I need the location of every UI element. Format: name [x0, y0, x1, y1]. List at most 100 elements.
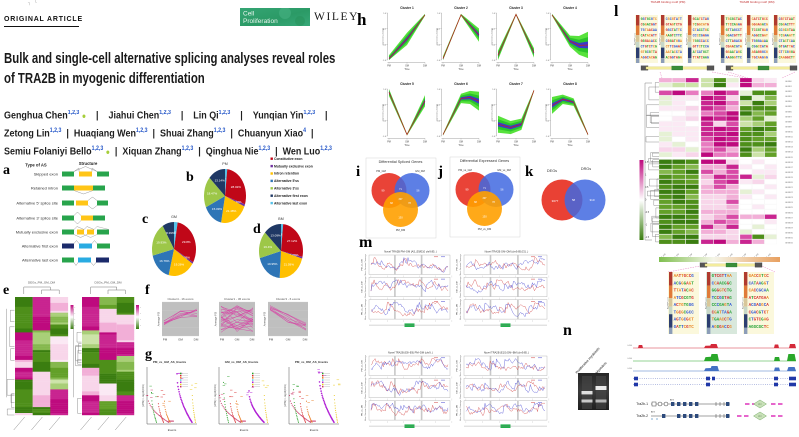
svg-text:•: •: [75, 325, 76, 327]
svg-text:CCCCGAGA: CCCCGAGA: [693, 35, 710, 39]
svg-text:0.5: 0.5: [492, 29, 495, 31]
svg-text:0-500: 0-500: [627, 368, 632, 370]
svg-text:CTTAGACG: CTTAGACG: [726, 40, 742, 44]
svg-text:GM: GM: [514, 141, 518, 144]
svg-text:56: 56: [501, 188, 504, 192]
svg-text:DM: DM: [586, 65, 590, 68]
svg-text:CTTCGAAC: CTTCGAAC: [666, 46, 682, 50]
svg-text:|dPSI| × -log10(FDR): |dPSI| × -log10(FDR): [214, 384, 217, 407]
svg-text:CTGTCGAG: CTGTCGAG: [749, 319, 770, 323]
svg-text:expression_change: expression_change: [437, 103, 439, 121]
svg-text:Structure: Structure: [79, 161, 98, 166]
svg-text:PM_vs_GM: PM_vs_GM: [362, 360, 364, 372]
svg-text:GGCTATTC: GGCTATTC: [666, 29, 682, 33]
svg-text:PM_vs_DM: PM_vs_DM: [362, 304, 364, 315]
svg-text:|: |: [371, 320, 372, 322]
svg-text:GM: GM: [568, 141, 572, 144]
svg-text:ACGGTAGA: ACGGTAGA: [666, 57, 683, 61]
svg-text:99: 99: [382, 189, 385, 193]
svg-text:PM_vs_DM: PM_vs_DM: [457, 405, 459, 416]
svg-text:CCGCGTAA: CCGCGTAA: [779, 29, 796, 33]
svg-text:|: |: [419, 421, 420, 423]
svg-text:|: |: [549, 276, 550, 278]
svg-text:16.4%: 16.4%: [264, 245, 273, 249]
svg-text:AspSNP score: AspSNP score: [705, 297, 708, 309]
svg-text:expression_change: expression_change: [492, 27, 494, 45]
svg-text:-1.0: -1.0: [383, 60, 386, 62]
svg-text:GM_DM: GM_DM: [415, 169, 425, 173]
svg-text:PM_rep: PM_rep: [701, 252, 709, 260]
svg-text:1: 1: [645, 174, 647, 177]
svg-text:GENE13: GENE13: [785, 147, 794, 149]
svg-text:Events: Events: [240, 428, 249, 432]
svg-text:GM: GM: [178, 338, 183, 342]
svg-text:Alternative 3' splice site: Alternative 3' splice site: [16, 216, 58, 221]
svg-text:DM: DM: [532, 141, 536, 144]
svg-text:Novel TRA2B GM–DM (chr9:85,031: Novel TRA2B GM–DM (chr9:85,031..): [485, 250, 529, 254]
svg-text:310: 310: [589, 198, 594, 202]
svg-text:PM: PM: [269, 338, 274, 342]
svg-text:Cluster 2: Cluster 2: [454, 6, 468, 10]
svg-text:307: 307: [483, 197, 488, 200]
svg-text:GENE29: GENE29: [785, 227, 794, 229]
svg-text:GACCGTCC: GACCGTCC: [749, 275, 770, 279]
svg-text:expression_change: expression_change: [492, 103, 494, 121]
svg-text:CGGACGGT: CGGACGGT: [641, 24, 657, 28]
svg-text:56: 56: [417, 189, 420, 193]
svg-text:0.5: 0.5: [546, 29, 549, 31]
svg-text:TCCGGTAG: TCCGGTAG: [712, 297, 733, 301]
svg-text:0.0: 0.0: [546, 44, 549, 46]
svg-text:1.09%: 1.09%: [181, 256, 190, 260]
svg-text:GENE23: GENE23: [785, 197, 794, 199]
svg-text:AGGCGCTC: AGGCGCTC: [749, 326, 770, 330]
svg-text:1.0: 1.0: [437, 89, 440, 91]
svg-text:DM: DM: [586, 141, 590, 144]
svg-text:PM: PM: [220, 338, 225, 342]
svg-text:TRA2B binding motif (DM): TRA2B binding motif (DM): [739, 0, 774, 4]
svg-text:CGCGTATT: CGCGTATT: [666, 18, 682, 22]
svg-text:GENE22: GENE22: [785, 192, 794, 194]
svg-text:GM_vs_DM: GM_vs_DM: [457, 281, 459, 293]
svg-text:Average PSI: Average PSI: [157, 311, 161, 326]
svg-text:PM_rep: PM_rep: [740, 252, 748, 260]
svg-text:|dPSI| × -log10(FDR): |dPSI| × -log10(FDR): [284, 384, 287, 407]
svg-text:19.26%: 19.26%: [174, 263, 185, 267]
svg-text:Time: Time: [567, 144, 573, 147]
svg-text:GM: GM: [235, 338, 240, 342]
svg-text:PM: PM: [441, 141, 445, 144]
svg-text:PM_rep: PM_rep: [714, 252, 722, 260]
svg-text:PM: PM: [387, 141, 391, 144]
svg-text:CGACGTCT: CGACGTCT: [749, 311, 770, 315]
svg-text:GTCGTTAA: GTCGTTAA: [712, 275, 733, 279]
svg-text:27.12%: 27.12%: [287, 239, 298, 243]
svg-text:expression_change: expression_change: [437, 27, 439, 45]
svg-text:CTTCGGGA: CTTCGGGA: [779, 51, 796, 55]
svg-text:GM: GM: [459, 65, 463, 68]
svg-text:Cluster1 - 36 exons: Cluster1 - 36 exons: [224, 297, 251, 301]
svg-text:0.0: 0.0: [437, 44, 440, 46]
svg-text:0.5: 0.5: [546, 105, 549, 107]
svg-text:GENE19: GENE19: [785, 177, 794, 179]
svg-text:TRA2B binding motif (PM): TRA2B binding motif (PM): [651, 0, 686, 4]
svg-text:Time: Time: [513, 144, 519, 147]
svg-text:GGGGTCTG: GGGGTCTG: [712, 290, 733, 294]
svg-text:Average PSI: Average PSI: [263, 311, 267, 326]
svg-text:0.5: 0.5: [383, 105, 386, 107]
svg-text:2.61%: 2.61%: [171, 230, 180, 234]
svg-text:1.0: 1.0: [546, 89, 549, 91]
svg-text:71: 71: [399, 188, 402, 191]
svg-text:Mean Genome Coverage: Mean Genome Coverage: [459, 355, 462, 376]
svg-text:Mean Genome Coverage: Mean Genome Coverage: [459, 377, 462, 398]
svg-text:71: 71: [483, 187, 486, 190]
svg-text:AGGCCGAT: AGGCCGAT: [752, 35, 768, 39]
svg-text:|: |: [452, 399, 453, 401]
svg-text:130: 130: [482, 215, 487, 219]
svg-text:Alternative 3'ss: Alternative 3'ss: [274, 187, 299, 191]
svg-text:Mean Genome Coverage: Mean Genome Coverage: [364, 355, 367, 376]
svg-text:TCGAAATT: TCGAAATT: [779, 35, 795, 39]
svg-text:TGAACCTG: TGAACCTG: [712, 319, 733, 323]
svg-text:GM: GM: [171, 215, 177, 219]
svg-text:Type of AS: Type of AS: [25, 163, 47, 168]
svg-text:19.93%: 19.93%: [156, 241, 167, 245]
svg-text:ATG: ATG: [670, 399, 674, 402]
